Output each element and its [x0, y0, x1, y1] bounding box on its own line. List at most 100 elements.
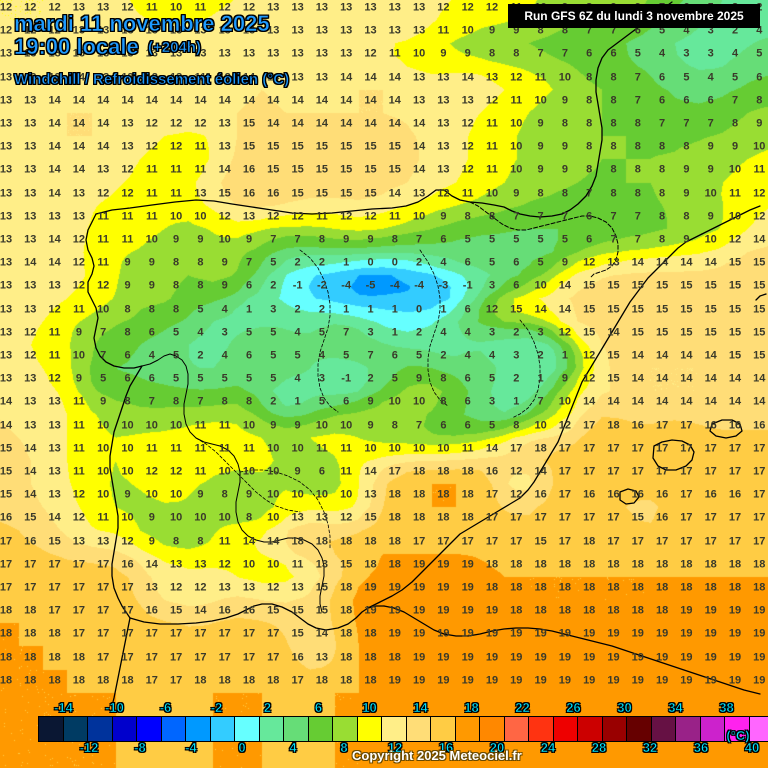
grid-value: 4 [683, 24, 690, 37]
grid-value: 17 [680, 535, 693, 548]
grid-value: 14 [24, 442, 37, 455]
grid-value: 15 [340, 558, 353, 571]
grid-value: 6 [464, 303, 471, 316]
grid-value: 19 [753, 651, 766, 664]
color-scale-swatches [38, 716, 768, 742]
grid-value: 15 [655, 303, 669, 316]
grid-value: 13 [121, 140, 134, 153]
grid-value: 19 [510, 627, 523, 640]
grid-value: 8 [610, 117, 617, 130]
grid-value: 9 [537, 163, 544, 176]
grid-value: 16 [145, 604, 158, 617]
grid-value: 13 [315, 558, 329, 571]
grid-value: 9 [561, 163, 568, 176]
grid-value: 15 [680, 326, 693, 339]
scale-swatch [160, 716, 186, 742]
grid-value: 14 [704, 349, 717, 362]
grid-value: 10 [728, 210, 742, 223]
grid-value: 5 [513, 233, 520, 246]
grid-value: 13 [72, 24, 86, 37]
grid-value: 18 [437, 465, 450, 478]
grid-value: 4 [464, 349, 471, 362]
grid-value: 13 [0, 303, 13, 316]
grid-value: 10 [145, 419, 158, 432]
grid-value: 7 [561, 210, 568, 223]
grid-value: 13 [364, 488, 377, 501]
grid-value: 8 [513, 47, 520, 60]
grid-value: 9 [707, 163, 714, 176]
grid-value: 13 [24, 279, 37, 292]
scale-tick: 28 [591, 740, 607, 756]
grid-value: 9 [294, 419, 301, 432]
grid-value: 17 [680, 442, 693, 455]
grid-value: 19 [485, 627, 499, 640]
grid-value: 18 [631, 581, 644, 594]
grid-value: -1 [341, 372, 352, 385]
grid-value: 19 [510, 651, 523, 664]
grid-value: 18 [655, 581, 669, 594]
grid-value: 6 [586, 233, 593, 246]
grid-value: 8 [586, 163, 593, 176]
scale-swatch [552, 716, 578, 742]
grid-value: 7 [294, 233, 301, 246]
scale-tick: 24 [540, 740, 556, 756]
grid-value: 15 [583, 303, 596, 316]
grid-value: 17 [72, 604, 86, 617]
grid-value: 13 [169, 24, 183, 37]
grid-value: 10 [753, 140, 766, 153]
grid-value: 3 [270, 303, 277, 316]
grid-value: 18 [340, 651, 353, 664]
grid-value: 14 [364, 465, 377, 478]
grid-value: 11 [388, 210, 401, 223]
grid-value: 17 [48, 604, 61, 617]
grid-value: 11 [486, 163, 498, 176]
grid-value: 14 [388, 187, 401, 200]
grid-value: 6 [124, 349, 131, 362]
grid-value: 13 [169, 47, 183, 60]
grid-value: 12 [97, 187, 110, 200]
grid-value: 17 [485, 488, 499, 501]
grid-value: 18 [510, 604, 523, 617]
scale-swatch [332, 716, 358, 742]
grid-value: 14 [534, 303, 547, 316]
grid-value: 12 [485, 1, 499, 14]
grid-value: 12 [169, 465, 183, 478]
grid-value: 17 [48, 558, 61, 571]
grid-value: 13 [0, 210, 13, 223]
grid-value: 12 [145, 465, 158, 478]
grid-value: 13 [121, 117, 134, 130]
grid-value: 4 [488, 349, 496, 362]
grid-value: 13 [291, 24, 304, 37]
grid-value: 10 [340, 419, 353, 432]
grid-value: 19 [655, 651, 669, 664]
grid-value: 12 [218, 558, 231, 571]
grid-value: 5 [488, 419, 496, 432]
grid-value: 13 [0, 140, 13, 153]
grid-value: 8 [634, 140, 641, 153]
grid-value: 17 [655, 419, 669, 432]
grid-value: 14 [631, 395, 644, 408]
grid-value: 7 [731, 94, 739, 107]
grid-value: 12 [24, 326, 37, 339]
grid-value: 10 [388, 442, 401, 455]
grid-value: 19 [437, 674, 450, 687]
grid-value: 13 [0, 256, 13, 269]
grid-value: 13 [267, 1, 280, 14]
grid-value: 14 [388, 71, 401, 84]
scale-swatch [111, 716, 137, 742]
grid-value: 14 [728, 395, 742, 408]
grid-value: 11 [73, 303, 85, 316]
grid-value: 17 [485, 535, 499, 548]
grid-value: 4 [440, 326, 447, 339]
scale-tick: 10 [362, 700, 377, 716]
grid-value: 2 [294, 256, 301, 269]
grid-value: 2 [197, 349, 204, 362]
grid-value: 10 [340, 488, 353, 501]
grid-value: 11 [461, 187, 474, 200]
grid-value: 5 [343, 349, 350, 362]
grid-value: 15 [534, 535, 547, 548]
grid-value: 2 [367, 372, 374, 385]
grid-value: 8 [124, 326, 131, 339]
grid-value: 13 [412, 24, 426, 37]
grid-value: 8 [221, 395, 228, 408]
